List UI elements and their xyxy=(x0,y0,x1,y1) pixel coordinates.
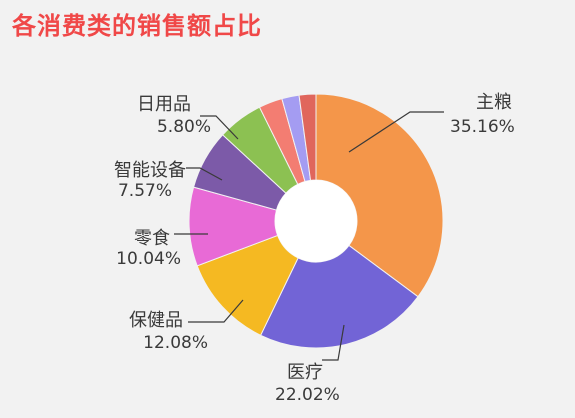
slice-label-name-5: 日用品 xyxy=(137,94,191,115)
donut-center-hole xyxy=(275,180,357,262)
slice-label-name-3: 零食 xyxy=(134,228,170,249)
slice-label-percent-5: 5.80% xyxy=(157,117,211,137)
chart-title: 各消费类的销售额占比 xyxy=(12,12,262,40)
slice-label-percent-0: 35.16% xyxy=(450,117,515,137)
slice-label-percent-3: 10.04% xyxy=(116,249,181,269)
slice-label-name-2: 保健品 xyxy=(129,310,183,331)
leader-line-0 xyxy=(348,111,444,153)
slice-label-percent-2: 12.08% xyxy=(143,333,208,353)
slice-label-percent-1: 22.02% xyxy=(275,385,340,405)
slice-label-name-0: 主粮 xyxy=(476,92,512,113)
leader-line-2 xyxy=(188,299,244,323)
slice-label-name-1: 医疗 xyxy=(287,362,323,383)
leader-line-5 xyxy=(200,115,239,140)
slice-label-name-4: 智能设备 xyxy=(114,160,186,181)
leader-line-4 xyxy=(186,167,223,181)
leader-line-1 xyxy=(322,324,345,361)
slice-label-percent-4: 7.57% xyxy=(118,181,172,201)
